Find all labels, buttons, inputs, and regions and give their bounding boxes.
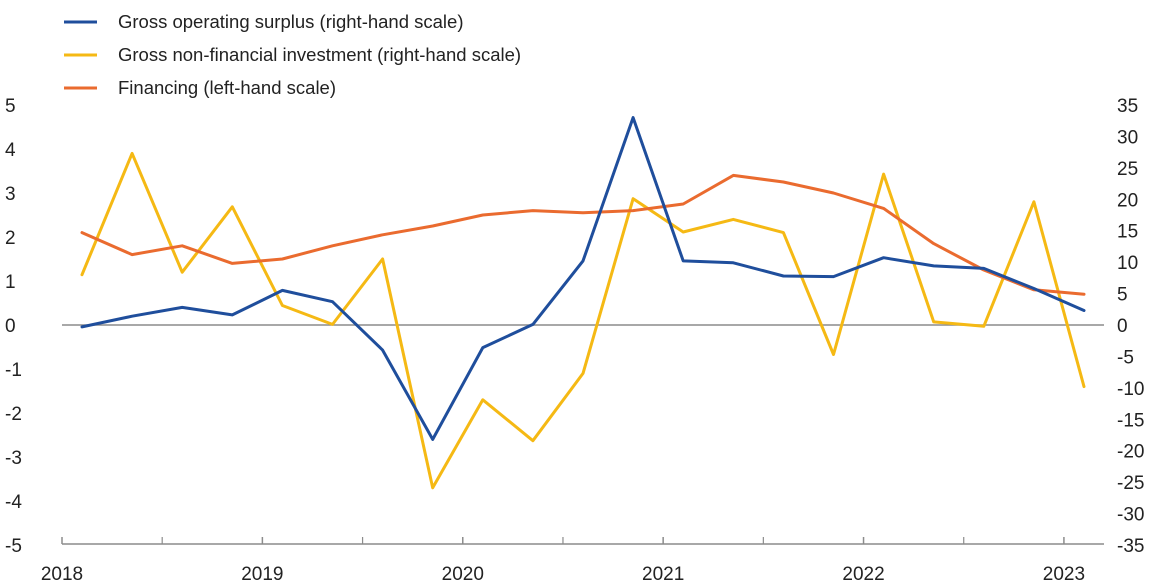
x-tick-label: 2021 <box>642 564 684 582</box>
x-tick-label: 2020 <box>442 564 484 582</box>
left-tick-label: 2 <box>5 228 16 249</box>
series-line-2 <box>80 173 1086 296</box>
left-tick-label: 0 <box>5 316 16 337</box>
right-tick-label: 10 <box>1117 253 1138 274</box>
right-tick-label: -35 <box>1117 536 1144 557</box>
left-tick-label: -3 <box>5 448 22 469</box>
right-tick-label: 0 <box>1117 316 1128 337</box>
right-tick-label: 20 <box>1117 190 1138 211</box>
right-tick-label: 30 <box>1117 127 1138 148</box>
left-y-axis: 5 4 3 2 1 0 -1 -2 -3 -4 -5 <box>5 96 22 557</box>
left-tick-label: -5 <box>5 536 22 557</box>
right-y-axis: 35 30 25 20 15 10 5 0 -5 -10 -15 -20 -25 -30 -35 <box>1117 96 1144 557</box>
legend: Gross operating surplus (right-hand scal… <box>64 11 521 98</box>
legend-label: Financing (left-hand scale) <box>118 77 336 98</box>
left-tick-label: -4 <box>5 492 22 513</box>
series-lines <box>80 116 1086 490</box>
series-line-0 <box>80 116 1086 441</box>
left-tick-label: 5 <box>5 96 16 117</box>
x-tick-label: 2023 <box>1043 564 1085 582</box>
right-tick-label: 15 <box>1117 222 1138 243</box>
left-tick-label: 1 <box>5 272 16 293</box>
x-tick-label: 2019 <box>241 564 283 582</box>
left-tick-label: -2 <box>5 404 22 425</box>
right-tick-label: -25 <box>1117 473 1144 494</box>
x-tick-label: 2018 <box>41 564 83 582</box>
right-tick-label: 5 <box>1117 285 1128 306</box>
left-tick-label: 4 <box>5 140 16 161</box>
legend-label: Gross operating surplus (right-hand scal… <box>118 11 464 32</box>
legend-label: Gross non-financial investment (right-ha… <box>118 44 521 65</box>
right-tick-label: -20 <box>1117 442 1144 463</box>
right-tick-label: 35 <box>1117 96 1138 117</box>
right-tick-label: -15 <box>1117 410 1144 431</box>
right-tick-label: -10 <box>1117 379 1144 400</box>
series-line-1 <box>80 151 1086 490</box>
right-tick-label: -30 <box>1117 505 1144 526</box>
left-tick-label: -1 <box>5 360 22 381</box>
x-axis: 2018 2019 2020 2021 2022 2023 <box>41 537 1104 582</box>
right-tick-label: -5 <box>1117 347 1134 368</box>
right-tick-label: 25 <box>1117 159 1138 180</box>
left-tick-label: 3 <box>5 184 16 205</box>
x-tick-label: 2022 <box>842 564 884 582</box>
